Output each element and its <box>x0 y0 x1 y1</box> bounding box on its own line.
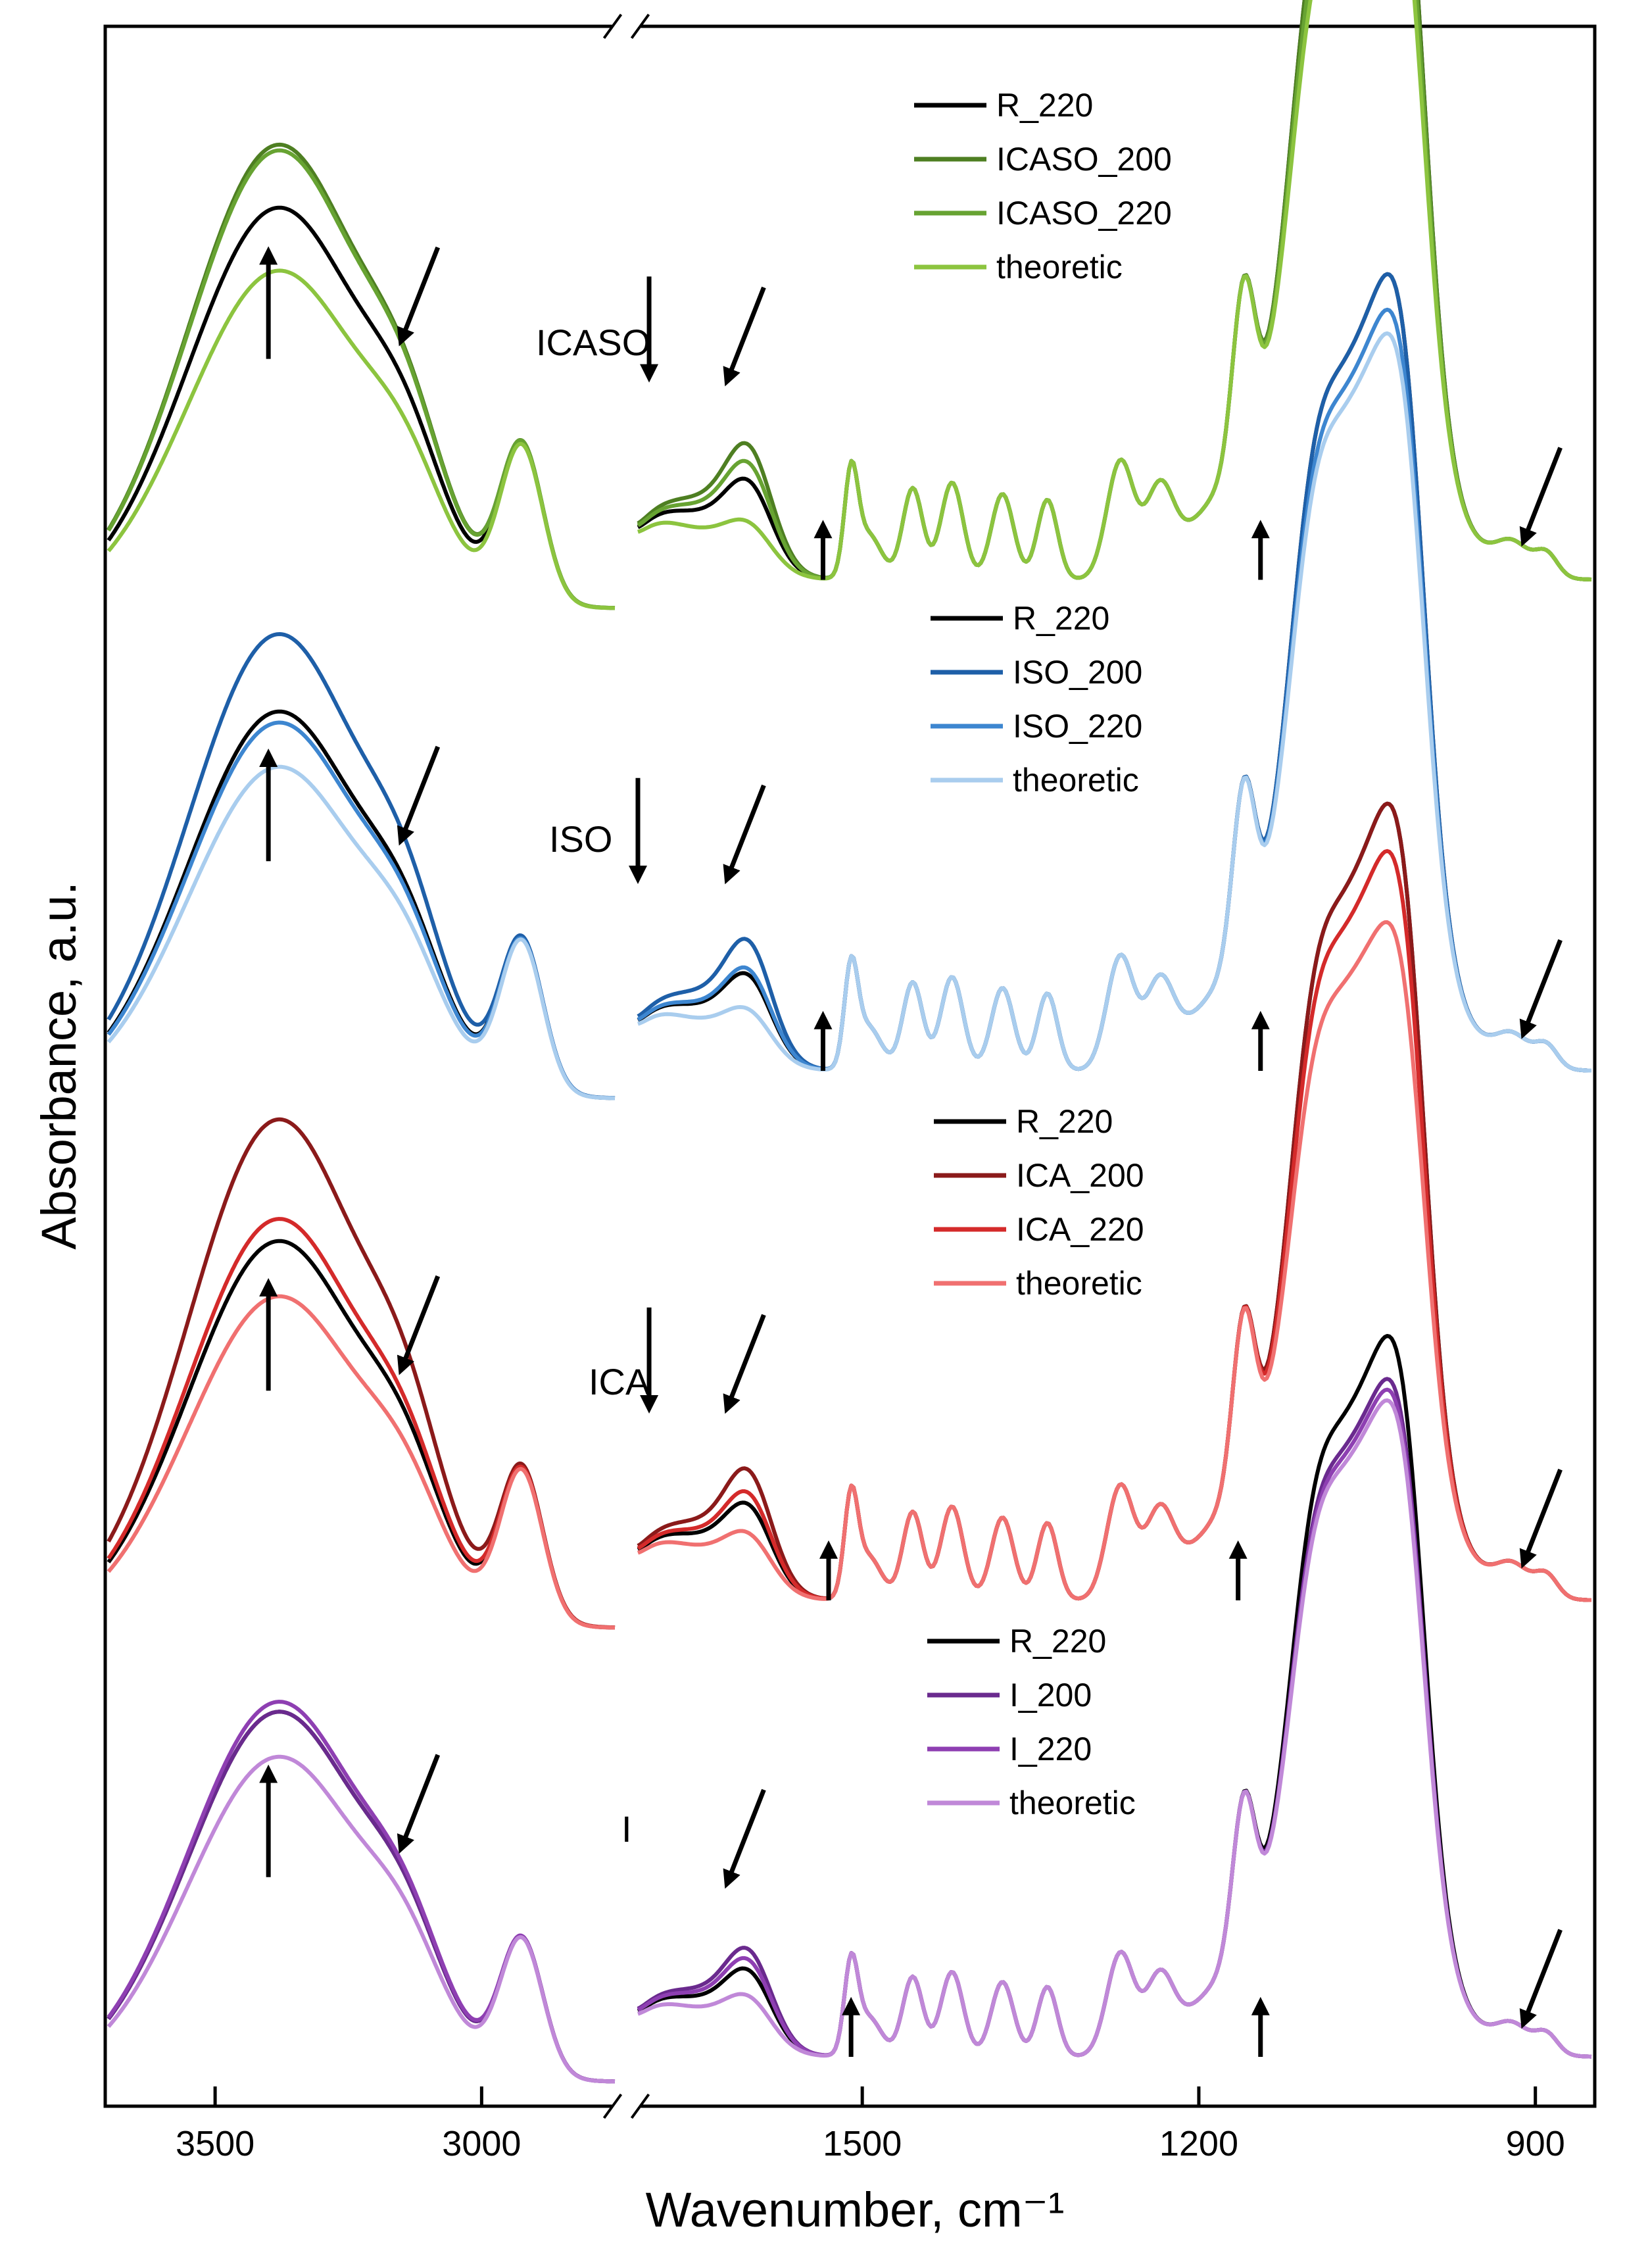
annotation-arrow <box>397 1754 441 1854</box>
panel-label: I <box>621 1808 632 1850</box>
panel-label: ICA <box>589 1361 650 1402</box>
x-tick-label: 1500 <box>823 2124 902 2163</box>
series-line-theoretic-right <box>637 331 1591 1073</box>
axis-break-bottom <box>602 2093 650 2119</box>
legend-label: R_220 <box>1009 1623 1106 1660</box>
legend-label: theoretic <box>1013 762 1139 799</box>
series-line-theoretic-left <box>107 268 616 610</box>
annotation-arrow <box>397 1275 441 1375</box>
x-tick-label: 3500 <box>176 2124 255 2163</box>
panel-ica: R_220 ICA_200 ICA_220 theoretic ICA <box>107 801 1591 1630</box>
legend-label: ICA_200 <box>1016 1157 1144 1194</box>
legend-label: R_220 <box>1016 1103 1113 1140</box>
plot-frame <box>103 24 1597 2108</box>
annotation-arrow <box>1519 1929 1563 2029</box>
legend-label: R_220 <box>996 87 1093 124</box>
legend-label: I_200 <box>1009 1677 1092 1713</box>
series-line-theoretic-left <box>107 764 616 1100</box>
legend-label: I_220 <box>1009 1731 1092 1767</box>
annotation-arrow <box>723 286 766 387</box>
x-axis: 3500 3000 1500 1200 900 <box>176 13 1565 2163</box>
series-line-icaso_200-right <box>637 0 1592 581</box>
legend-label: theoretic <box>1009 1785 1136 1821</box>
series-line-r_220-right <box>637 0 1592 581</box>
annotation-arrow <box>723 784 766 885</box>
series-line-ica_200-left <box>107 1117 616 1630</box>
annotation-arrow <box>397 246 441 347</box>
legend-label: ICASO_200 <box>996 141 1172 178</box>
x-tick-label: 900 <box>1506 2124 1565 2163</box>
series-line-theoretic-left <box>107 1294 616 1630</box>
panel-label: ICASO <box>536 322 650 363</box>
panel-icaso: R_220 ICASO_200 ICASO_220 theoretic ICASO <box>107 0 1592 610</box>
panel-label: ISO <box>549 818 612 860</box>
panels-layer: R_220ICASO_200ICASO_220theoreticICASOR_2… <box>107 0 1592 2084</box>
series-line-theoretic-right <box>637 920 1591 1602</box>
annotation-arrow <box>1519 447 1563 547</box>
series-line-icaso_220-right <box>637 0 1592 581</box>
annotation-arrow <box>397 745 441 846</box>
panel-iso: R_220 ISO_200 ISO_220 theoretic ISO <box>107 272 1591 1100</box>
series-line-ica_220-left <box>107 1217 616 1630</box>
annotation-arrow <box>723 1314 766 1414</box>
legend-label: ISO_220 <box>1013 708 1142 745</box>
y-axis-title: Absorbance, a.u. <box>32 881 86 1249</box>
panel-i: R_220 I_200 I_220 theoretic I <box>107 1334 1592 2084</box>
annotation-arrow <box>1519 939 1563 1039</box>
series-line-theoretic-right <box>637 1398 1592 2059</box>
legend-label: ICA_220 <box>1016 1211 1144 1248</box>
legend-label: theoretic <box>996 249 1123 285</box>
series-line-iso_200-left <box>107 632 616 1100</box>
axis-break-top <box>602 13 650 39</box>
x-axis-title: Wavenumber, cm⁻¹ <box>646 2182 1065 2237</box>
series-line-i_200-right <box>637 1377 1592 2059</box>
annotation-arrow <box>1519 1468 1563 1569</box>
legend-label: R_220 <box>1013 600 1109 637</box>
legend-label: ISO_200 <box>1013 654 1142 691</box>
legend-label: ICASO_220 <box>996 195 1172 232</box>
series-line-theoretic-right <box>637 0 1592 581</box>
x-tick-label: 3000 <box>442 2124 521 2163</box>
annotation-arrow <box>723 1788 766 1889</box>
legend-label: theoretic <box>1016 1265 1142 1302</box>
series-line-theoretic-left <box>107 1754 616 2084</box>
x-tick-label: 1200 <box>1159 2124 1238 2163</box>
